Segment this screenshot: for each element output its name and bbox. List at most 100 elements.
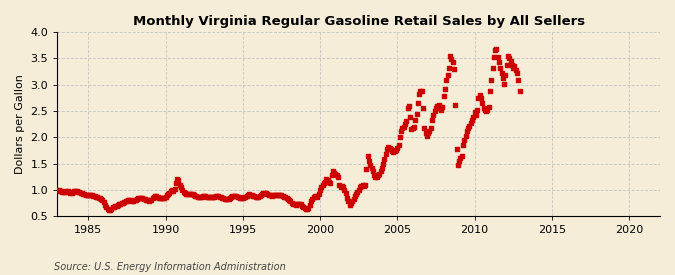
Point bbox=[389, 149, 400, 153]
Point bbox=[169, 187, 180, 192]
Point bbox=[404, 103, 414, 108]
Point bbox=[53, 188, 64, 192]
Point bbox=[72, 189, 82, 194]
Point bbox=[225, 195, 236, 199]
Point bbox=[122, 199, 132, 203]
Point bbox=[230, 194, 240, 198]
Point bbox=[57, 190, 68, 194]
Point bbox=[505, 59, 516, 63]
Point bbox=[234, 195, 244, 199]
Point bbox=[405, 115, 416, 119]
Point bbox=[250, 194, 261, 199]
Point bbox=[114, 202, 125, 206]
Point bbox=[124, 198, 135, 203]
Point bbox=[146, 198, 157, 202]
Point bbox=[384, 145, 395, 150]
Point bbox=[462, 129, 472, 133]
Point bbox=[396, 129, 406, 133]
Point bbox=[323, 178, 333, 183]
Point bbox=[407, 126, 418, 130]
Point bbox=[129, 198, 140, 203]
Point bbox=[284, 198, 294, 203]
Point bbox=[90, 194, 101, 199]
Point bbox=[446, 57, 457, 62]
Point bbox=[58, 190, 69, 194]
Point bbox=[296, 204, 307, 208]
Point bbox=[298, 205, 308, 209]
Point bbox=[281, 196, 292, 200]
Text: Source: U.S. Energy Information Administration: Source: U.S. Energy Information Administ… bbox=[54, 262, 286, 272]
Point bbox=[153, 194, 163, 199]
Point bbox=[132, 197, 142, 202]
Point bbox=[512, 71, 522, 75]
Point bbox=[300, 207, 311, 211]
Point bbox=[223, 197, 234, 201]
Point bbox=[93, 196, 104, 200]
Point bbox=[412, 101, 423, 105]
Point bbox=[451, 147, 462, 151]
Point bbox=[219, 197, 230, 201]
Point bbox=[344, 202, 355, 207]
Point bbox=[271, 193, 281, 197]
Point bbox=[157, 196, 168, 200]
Point bbox=[66, 190, 77, 195]
Point bbox=[196, 194, 207, 199]
Point bbox=[261, 191, 271, 195]
Point bbox=[508, 65, 518, 70]
Point bbox=[289, 202, 300, 206]
Point bbox=[211, 194, 221, 199]
Point bbox=[347, 199, 358, 204]
Point bbox=[486, 78, 497, 82]
Point bbox=[340, 190, 351, 195]
Point bbox=[424, 129, 435, 133]
Point bbox=[167, 188, 178, 192]
Point bbox=[310, 194, 321, 199]
Point bbox=[133, 196, 144, 200]
Point bbox=[192, 194, 203, 199]
Point bbox=[449, 67, 460, 71]
Point bbox=[97, 198, 108, 203]
Point bbox=[239, 195, 250, 199]
Point bbox=[236, 196, 247, 200]
Point bbox=[448, 60, 458, 65]
Point bbox=[410, 118, 421, 123]
Point bbox=[59, 190, 70, 194]
Point bbox=[110, 204, 121, 208]
Point bbox=[266, 193, 277, 197]
Point bbox=[352, 190, 362, 194]
Point bbox=[307, 197, 318, 201]
Point bbox=[147, 196, 158, 200]
Point bbox=[362, 153, 373, 158]
Point bbox=[464, 123, 475, 128]
Point bbox=[411, 111, 422, 116]
Point bbox=[497, 76, 508, 81]
Point bbox=[425, 126, 436, 130]
Point bbox=[190, 194, 200, 198]
Point bbox=[463, 126, 474, 130]
Point bbox=[273, 192, 284, 197]
Point bbox=[82, 192, 92, 197]
Point bbox=[184, 191, 195, 196]
Point bbox=[265, 192, 275, 197]
Point bbox=[335, 185, 346, 189]
Point bbox=[161, 193, 172, 197]
Point bbox=[120, 199, 131, 204]
Point bbox=[225, 196, 236, 200]
Point bbox=[333, 175, 344, 179]
Point bbox=[255, 193, 266, 197]
Point bbox=[379, 157, 390, 161]
Point bbox=[76, 191, 87, 195]
Point bbox=[334, 182, 345, 187]
Point bbox=[427, 118, 437, 123]
Point bbox=[380, 152, 391, 156]
Point bbox=[458, 143, 468, 147]
Point bbox=[435, 108, 446, 112]
Point bbox=[62, 189, 73, 194]
Point bbox=[338, 185, 348, 189]
Point bbox=[103, 208, 114, 213]
Point bbox=[350, 194, 360, 199]
Point bbox=[459, 138, 470, 142]
Point bbox=[304, 202, 315, 207]
Point bbox=[455, 156, 466, 161]
Point bbox=[326, 173, 337, 177]
